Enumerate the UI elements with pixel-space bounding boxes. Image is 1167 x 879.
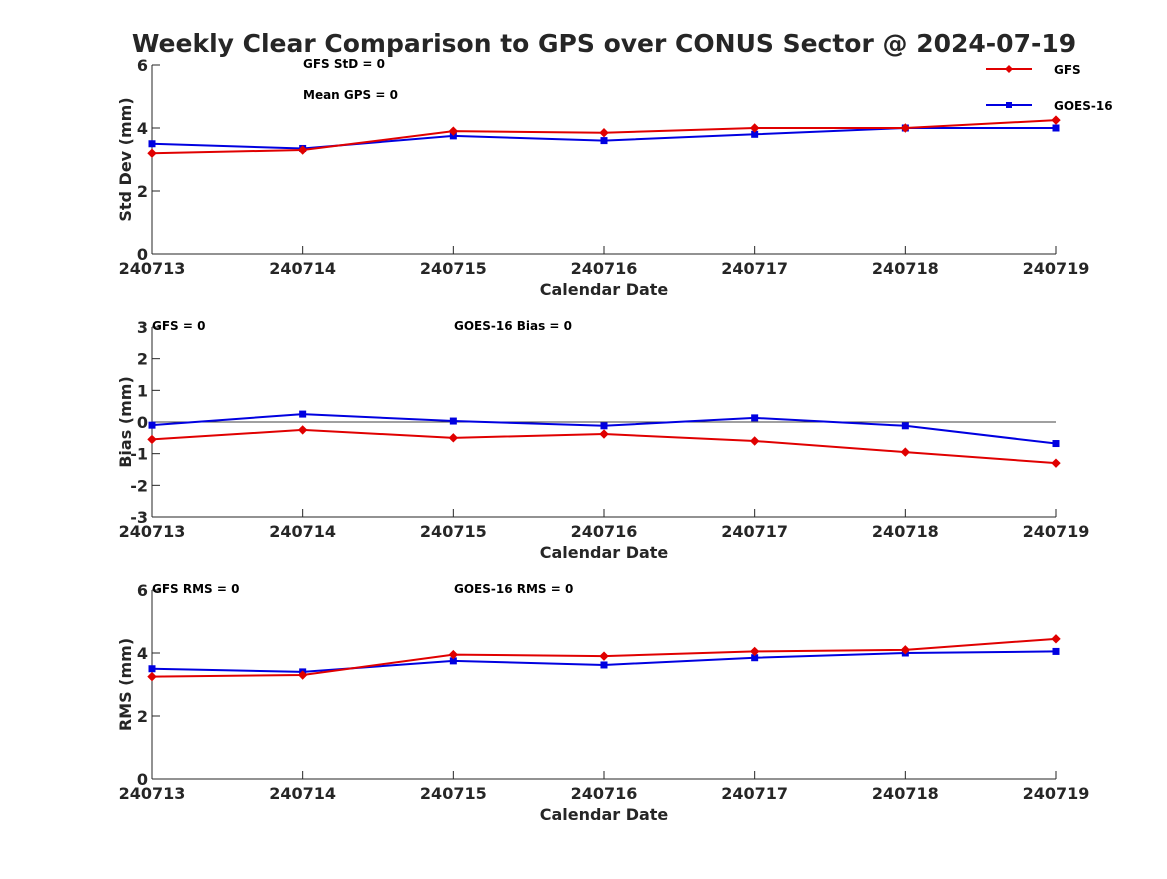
legend-entry-goes-16: GOES-16 xyxy=(986,99,1113,113)
panel-1: 0 2 4 6 240713 240714 240715 240716 240717 240718… xyxy=(116,56,1089,299)
series-gfs xyxy=(147,425,1061,468)
x-tick-label: 240713 xyxy=(119,259,186,278)
x-axis-label: Calendar Date xyxy=(540,543,669,562)
x-tick-label: 240714 xyxy=(269,784,336,803)
data-point xyxy=(599,651,609,661)
x-tick-label: 240717 xyxy=(721,259,788,278)
data-point xyxy=(1052,647,1060,655)
legend-marker xyxy=(1005,65,1013,73)
data-point xyxy=(148,140,156,148)
data-point xyxy=(448,649,459,660)
data-point xyxy=(900,123,911,133)
y-tick-label: -1 xyxy=(130,445,148,464)
y-tick-label: 4 xyxy=(137,119,148,138)
x-tick-label: 240716 xyxy=(571,784,638,803)
data-point xyxy=(147,671,157,682)
data-point xyxy=(600,661,608,669)
series-gfs xyxy=(147,634,1061,682)
y-axis-label: Std Dev (mm) xyxy=(116,97,135,221)
data-point xyxy=(900,645,911,655)
y-tick-label: 6 xyxy=(137,56,148,75)
x-tick-label: 240714 xyxy=(269,259,336,278)
data-point xyxy=(1052,440,1060,448)
x-tick-label: 240715 xyxy=(420,522,487,541)
data-point xyxy=(1051,115,1061,125)
data-point xyxy=(148,421,156,429)
legend: GFS GOES-16 xyxy=(986,63,1113,113)
y-tick-label: 2 xyxy=(137,707,148,726)
y-tick-label: -3 xyxy=(130,508,148,527)
data-point xyxy=(448,126,459,136)
data-point xyxy=(749,646,760,657)
data-point xyxy=(147,148,157,158)
data-point xyxy=(599,128,609,138)
data-point xyxy=(449,417,457,425)
y-tick-label: 6 xyxy=(137,581,148,600)
data-point xyxy=(299,410,307,418)
x-tick-label: 240719 xyxy=(1023,784,1090,803)
series-goes-16 xyxy=(148,410,1060,448)
x-tick-label: 240713 xyxy=(119,784,186,803)
legend-marker xyxy=(1006,102,1012,108)
data-point xyxy=(297,670,308,680)
x-tick-label: 240717 xyxy=(721,784,788,803)
data-point xyxy=(600,422,608,430)
data-point xyxy=(901,422,909,430)
legend-label: GFS xyxy=(1054,63,1081,77)
y-tick-label: 4 xyxy=(137,644,148,663)
panel-3: 0 2 4 6 240713 240714 240715 240716 240717 240718… xyxy=(116,581,1089,824)
stat-annotation: GFS RMS = 0 xyxy=(152,582,239,596)
data-point xyxy=(147,434,157,445)
data-point xyxy=(600,137,608,145)
data-point xyxy=(751,414,759,422)
legend-entry-gfs: GFS xyxy=(986,63,1081,77)
x-axis-label: Calendar Date xyxy=(540,280,669,299)
data-point xyxy=(1052,124,1060,132)
x-tick-label: 240719 xyxy=(1023,259,1090,278)
x-tick-label: 240717 xyxy=(721,522,788,541)
x-tick-label: 240718 xyxy=(872,784,939,803)
x-axis-label: Calendar Date xyxy=(540,805,669,824)
stat-annotation: GFS = 0 xyxy=(152,319,205,333)
stat-annotation: GFS StD = 0 xyxy=(303,57,385,71)
data-point xyxy=(749,436,760,446)
y-tick-label: 1 xyxy=(137,381,148,400)
y-axis-label: Bias (mm) xyxy=(116,376,135,468)
stat-annotation: GOES-16 RMS = 0 xyxy=(454,582,573,596)
y-tick-label: 0 xyxy=(137,245,148,264)
y-tick-label: 2 xyxy=(137,182,148,201)
x-tick-label: 240715 xyxy=(420,259,487,278)
legend-label: GOES-16 xyxy=(1054,99,1113,113)
y-tick-label: 3 xyxy=(137,318,148,337)
data-point xyxy=(148,665,156,673)
x-tick-label: 240714 xyxy=(269,522,336,541)
panel-2: -3 -2 -1 0 1 2 3 240713 240714 240715 240716 240717… xyxy=(116,318,1089,562)
x-tick-label: 240718 xyxy=(872,522,939,541)
x-tick-label: 240713 xyxy=(119,522,186,541)
y-axis-label: RMS (mm) xyxy=(116,638,135,731)
x-tick-label: 240716 xyxy=(571,522,638,541)
x-tick-label: 240716 xyxy=(571,259,638,278)
y-tick-label: -2 xyxy=(130,476,148,495)
data-point xyxy=(297,145,308,155)
y-tick-label: 0 xyxy=(137,770,148,789)
data-point xyxy=(1051,458,1061,468)
x-tick-label: 240715 xyxy=(420,784,487,803)
data-point xyxy=(749,123,760,133)
data-point xyxy=(599,429,609,439)
y-tick-label: 2 xyxy=(137,350,148,369)
x-tick-label: 240718 xyxy=(872,259,939,278)
data-point xyxy=(900,447,911,457)
stat-annotation: Mean GPS = 0 xyxy=(303,88,398,102)
data-point xyxy=(1051,634,1061,644)
series-gfs xyxy=(147,115,1061,158)
data-point xyxy=(297,425,308,435)
stat-annotation: GOES-16 Bias = 0 xyxy=(454,319,572,333)
data-point xyxy=(448,433,459,443)
figure-title: Weekly Clear Comparison to GPS over CONU… xyxy=(132,29,1076,58)
y-tick-label: 0 xyxy=(137,413,148,432)
x-tick-label: 240719 xyxy=(1023,522,1090,541)
